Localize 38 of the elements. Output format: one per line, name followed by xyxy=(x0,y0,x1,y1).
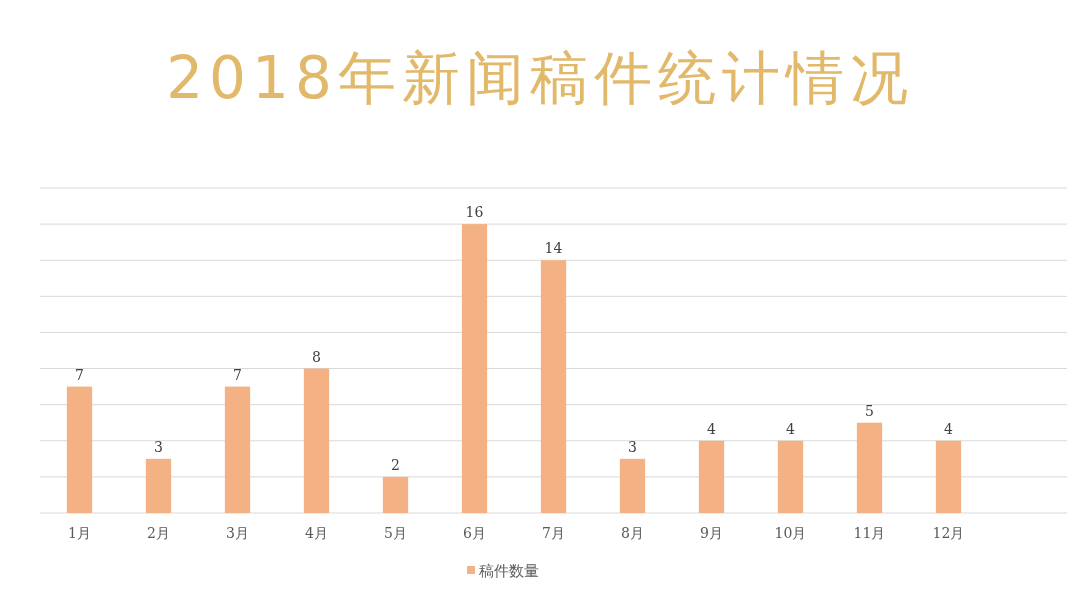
bar xyxy=(619,458,646,513)
data-label: 7 xyxy=(233,366,242,383)
bar xyxy=(382,476,409,513)
chart-title: 2018年新闻稿件统计情况 xyxy=(166,44,914,112)
x-tick-label: 11月 xyxy=(853,525,886,541)
data-label: 16 xyxy=(465,204,484,221)
data-label: 14 xyxy=(544,240,563,257)
data-label: 3 xyxy=(628,438,637,455)
x-tick-label: 10月 xyxy=(774,525,807,541)
bar xyxy=(698,440,725,513)
x-tick-label: 3月 xyxy=(226,525,249,541)
x-tick-label: 5月 xyxy=(384,525,407,541)
data-label: 5 xyxy=(865,402,874,419)
x-tick-label: 12月 xyxy=(932,525,965,541)
bar xyxy=(777,440,804,513)
bar xyxy=(540,260,567,513)
bar xyxy=(224,386,251,513)
x-tick-label: 1月 xyxy=(68,525,91,541)
bar xyxy=(145,458,172,513)
data-label: 4 xyxy=(707,420,717,437)
data-label: 7 xyxy=(75,366,84,383)
data-label: 4 xyxy=(786,420,796,437)
x-tick-label: 4月 xyxy=(305,525,328,541)
data-label: 8 xyxy=(312,348,321,365)
data-label: 3 xyxy=(154,438,163,455)
x-tick-label: 7月 xyxy=(542,525,565,541)
data-label: 2 xyxy=(391,456,400,473)
x-tick-label: 6月 xyxy=(463,525,486,541)
data-label: 4 xyxy=(944,420,954,437)
bar xyxy=(856,422,883,513)
x-tick-label: 2月 xyxy=(147,525,170,541)
x-tick-label: 9月 xyxy=(700,525,723,541)
bar xyxy=(66,386,93,513)
bar xyxy=(303,368,330,513)
bar xyxy=(935,440,962,513)
legend-label: 稿件数量 xyxy=(479,562,539,580)
x-tick-label: 8月 xyxy=(621,525,644,541)
bar xyxy=(461,224,488,513)
